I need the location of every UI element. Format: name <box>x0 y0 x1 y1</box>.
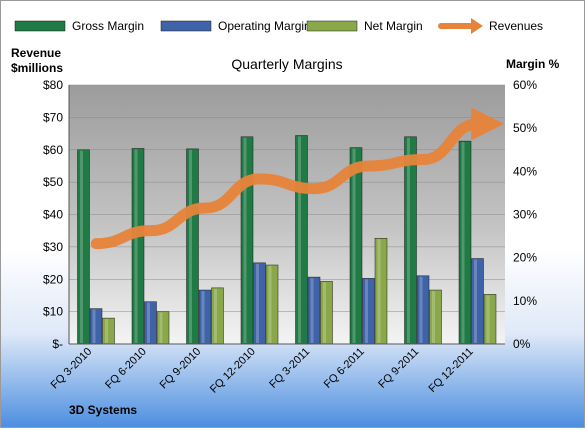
right-tick-label: 30% <box>513 208 537 222</box>
bar-highlight <box>365 279 368 343</box>
bar-highlight <box>189 149 192 343</box>
left-tick-label: $70 <box>43 110 63 124</box>
bar-highlight <box>298 136 301 343</box>
legend-label: Gross Margin <box>72 19 144 33</box>
bar-net-margin <box>374 237 388 345</box>
bar-gross-margin <box>240 136 254 345</box>
x-tick-label: FQ 6-2010 <box>103 346 149 392</box>
revenue-line <box>90 107 505 250</box>
legend-label: Revenues <box>489 19 543 33</box>
legend-label: Net Margin <box>364 19 423 33</box>
bar-gross-margin <box>77 149 90 345</box>
bar-highlight <box>147 302 150 343</box>
left-tick-label: $80 <box>43 78 63 92</box>
bar-operating-margin <box>89 308 103 345</box>
x-tick-label: FQ 12-2011 <box>426 346 475 395</box>
left-tick-label: $30 <box>43 240 63 254</box>
left-tick-label: $40 <box>43 208 63 222</box>
left-tick-label: $10 <box>43 305 63 319</box>
left-tick-label: $60 <box>43 143 63 157</box>
x-tick-label: FQ 12-2010 <box>208 346 258 396</box>
bar-highlight <box>92 309 96 343</box>
bar-highlight <box>419 276 423 343</box>
bar-highlight <box>256 263 259 343</box>
bar-highlight <box>214 288 217 343</box>
bar-highlight <box>159 312 163 343</box>
x-tick-label: FQ 9-2011 <box>376 346 421 391</box>
bar-highlight <box>407 137 410 343</box>
bar-net-margin <box>483 294 497 345</box>
bar-highlight <box>432 291 435 343</box>
bar-operating-margin <box>416 275 430 345</box>
legend-swatch-arrow <box>471 18 483 34</box>
bar-operating-margin <box>471 258 484 345</box>
bars <box>77 135 497 345</box>
left-tick-label: $- <box>52 337 63 351</box>
bar-operating-margin <box>198 289 212 345</box>
bar-highlight <box>80 150 83 343</box>
bar-operating-margin <box>253 262 266 345</box>
legend-swatch <box>306 20 358 32</box>
x-tick-label: FQ 3-2011 <box>267 346 312 391</box>
bar-net-margin <box>211 287 224 345</box>
right-axis-label: Margin % <box>506 57 560 71</box>
legend-swatch <box>160 20 212 32</box>
footer-company: 3D Systems <box>69 403 138 417</box>
x-tick-label: FQ 6-2011 <box>322 346 367 391</box>
x-tick-label: FQ 9-2010 <box>158 346 204 392</box>
bar-highlight <box>134 149 138 343</box>
right-tick-label: 0% <box>513 337 531 351</box>
bar-highlight <box>377 239 381 343</box>
bar-net-margin <box>429 289 442 345</box>
bar-net-margin <box>265 264 279 345</box>
right-tick-label: 20% <box>513 251 537 265</box>
bar-operating-margin <box>307 276 321 345</box>
chart-title: Quarterly Margins <box>231 56 342 72</box>
left-axis-label-line1: Revenue <box>11 46 61 60</box>
bar-operating-margin <box>362 278 375 345</box>
right-tick-label: 10% <box>513 294 537 308</box>
right-tick-label: 60% <box>513 78 537 92</box>
bar-highlight <box>105 319 108 343</box>
revenue-line-path <box>90 107 505 250</box>
bar-highlight <box>474 259 477 343</box>
left-tick-label: $20 <box>43 272 63 286</box>
bar-gross-margin <box>186 148 199 345</box>
legend: Gross Margin Operating Margin Net Margin Re… <box>14 18 543 34</box>
legend-label: Operating Margin <box>218 19 311 33</box>
bar-gross-margin <box>131 148 145 345</box>
bar-gross-margin <box>349 147 363 345</box>
bar-net-margin <box>156 311 170 345</box>
left-axis-label-line2: $millions <box>11 61 63 75</box>
right-tick-label: 50% <box>513 121 537 135</box>
bar-gross-margin <box>458 140 472 345</box>
bar-gross-margin <box>295 135 308 345</box>
bar-gross-margin <box>404 136 417 345</box>
bar-highlight <box>201 291 205 343</box>
bar-highlight <box>352 148 356 343</box>
bar-highlight <box>486 295 490 343</box>
legend-swatch <box>14 20 66 32</box>
bar-net-margin <box>320 281 333 345</box>
bar-highlight <box>310 278 314 343</box>
bar-highlight <box>323 282 326 343</box>
bar-highlight <box>243 137 247 343</box>
bar-operating-margin <box>144 301 157 345</box>
right-tick-label: 40% <box>513 164 537 178</box>
bar-highlight <box>268 266 272 343</box>
bar-net-margin <box>102 317 115 345</box>
bar-highlight <box>461 142 465 343</box>
left-tick-label: $50 <box>43 175 63 189</box>
x-tick-label: FQ 3-2010 <box>49 346 95 392</box>
